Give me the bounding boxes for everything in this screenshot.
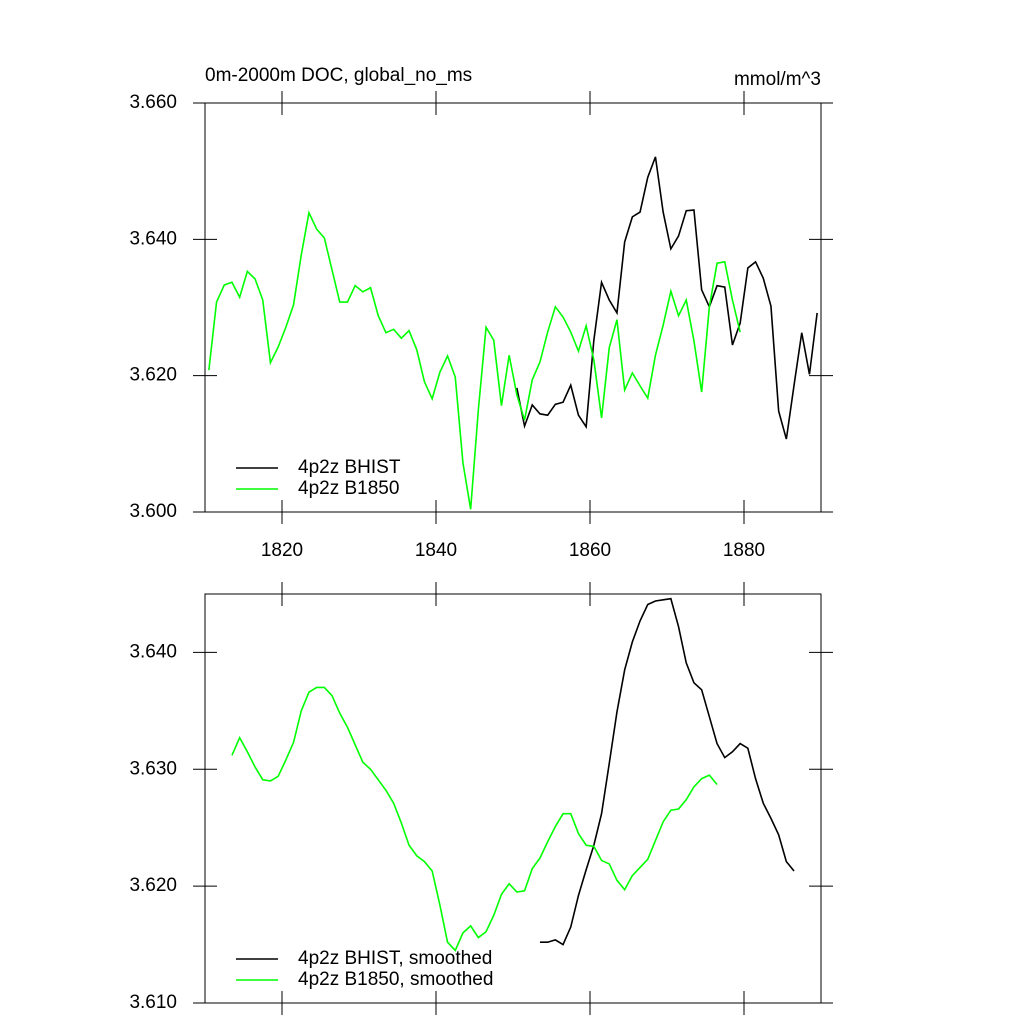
legend-label: 4p2z BHIST, smoothed — [298, 948, 492, 969]
series-line — [208, 210, 741, 510]
series-line — [516, 156, 818, 440]
x-tick-label: 1820 — [261, 540, 303, 561]
series-line — [539, 597, 795, 946]
y-tick-label: 3.610 — [129, 992, 177, 1013]
y-tick-label: 3.620 — [129, 365, 177, 386]
y-tick-label: 3.660 — [129, 92, 177, 113]
y-tick-label: 3.600 — [129, 501, 177, 522]
y-tick-label: 3.620 — [129, 875, 177, 896]
x-tick-label: 1840 — [415, 540, 457, 561]
plot-frame — [204, 593, 822, 1004]
plot-frame — [204, 102, 822, 513]
x-tick-label: 1860 — [569, 540, 611, 561]
series-line — [231, 686, 718, 952]
legend-label: 4p2z B1850 — [298, 478, 399, 499]
legend-label: 4p2z B1850, smoothed — [298, 969, 493, 990]
units-label: mmol/m^3 — [734, 69, 821, 90]
chart-title: 0m-2000m DOC, global_no_ms — [205, 65, 472, 86]
y-tick-label: 3.630 — [129, 758, 177, 779]
legend-label: 4p2z BHIST — [298, 457, 401, 478]
x-tick-label: 1880 — [723, 540, 765, 561]
y-tick-label: 3.640 — [129, 228, 177, 249]
y-tick-label: 3.640 — [129, 641, 177, 662]
